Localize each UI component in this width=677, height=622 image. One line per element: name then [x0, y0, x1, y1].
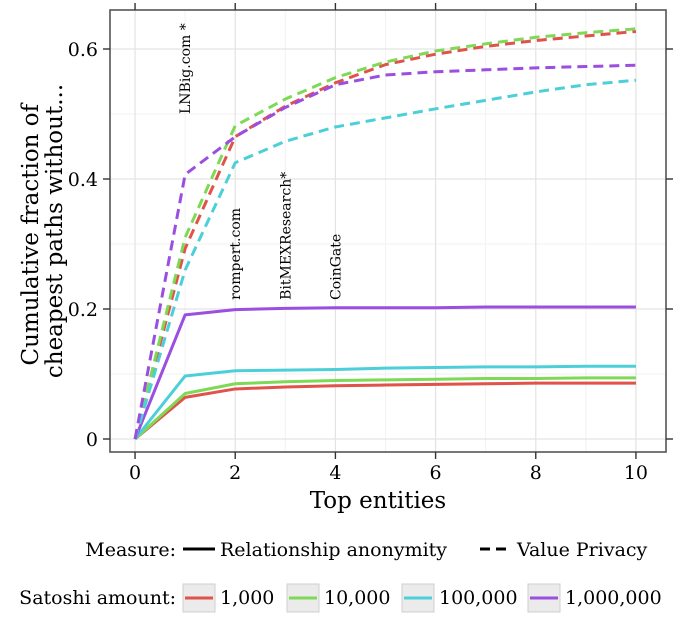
series-line-value-privacy-100-000	[133, 78, 637, 440]
y-axis-title-line-2: cheapest paths without...	[42, 84, 68, 378]
x-tick-label: 10	[624, 462, 648, 484]
plot-border	[109, 9, 667, 453]
legend-label-1000000: 1,000,000	[565, 587, 662, 609]
y-axis-title-line-1: Cumulative fraction of	[18, 102, 44, 365]
series-lines	[133, 27, 637, 441]
legend-label-value-privacy: Value Privacy	[516, 539, 648, 561]
annotation-rompert-com: rompert.com	[228, 208, 244, 300]
series-line-value-privacy-1-000	[133, 29, 637, 440]
legend-label-relationship-anonymity: Relationship anonymity	[220, 539, 447, 561]
series-line-value-privacy-10-000	[133, 27, 637, 440]
annotation-bitmexresearch: BitMEXResearch*	[278, 172, 294, 300]
series-line-value-privacy-1-000-000	[133, 63, 636, 440]
x-tick-label: 6	[430, 462, 442, 484]
annotation-coingate: CoinGate	[328, 234, 344, 300]
x-tick-label: 0	[129, 462, 141, 484]
y-tick-label: 0	[86, 429, 98, 451]
minor-gridlines	[110, 10, 666, 452]
legend-label-1000: 1,000	[220, 587, 274, 609]
entity-annotations: LNBig.com * rompert.com BitMEXResearch* Coi…	[178, 23, 344, 300]
x-tick-label: 2	[229, 462, 241, 484]
x-axis-title: Top entities	[310, 488, 446, 514]
x-tick-label: 4	[329, 462, 341, 484]
major-gridlines	[110, 10, 666, 452]
legend-amount-title: Satoshi amount:	[19, 587, 176, 609]
legend-measure-title: Measure:	[85, 539, 176, 561]
legend-label-10000: 10,000	[324, 587, 390, 609]
axis-ticks	[103, 3, 673, 459]
y-tick-label: 0.6	[68, 39, 98, 61]
legend-satoshi-amount: Satoshi amount: 1,000 10,000 100,000 1,0…	[19, 583, 662, 613]
y-tick-label: 0.4	[68, 169, 98, 191]
y-tick-label: 0.2	[68, 299, 98, 321]
series-line-relationship-anonymity-1-000-000	[133, 305, 636, 440]
series-line-relationship-anonymity-100-000	[133, 364, 636, 440]
legend-label-100000: 100,000	[439, 587, 518, 609]
annotation-lnbig-com: LNBig.com *	[178, 23, 194, 114]
series-line-relationship-anonymity-10-000	[134, 376, 636, 441]
legend-measure: Measure: Relationship anonymity Value Pr…	[85, 539, 647, 561]
x-tick-label: 8	[530, 462, 542, 484]
series-line-relationship-anonymity-1-000	[134, 381, 636, 441]
y-axis-title: Cumulative fraction of cheapest paths wi…	[18, 84, 68, 378]
